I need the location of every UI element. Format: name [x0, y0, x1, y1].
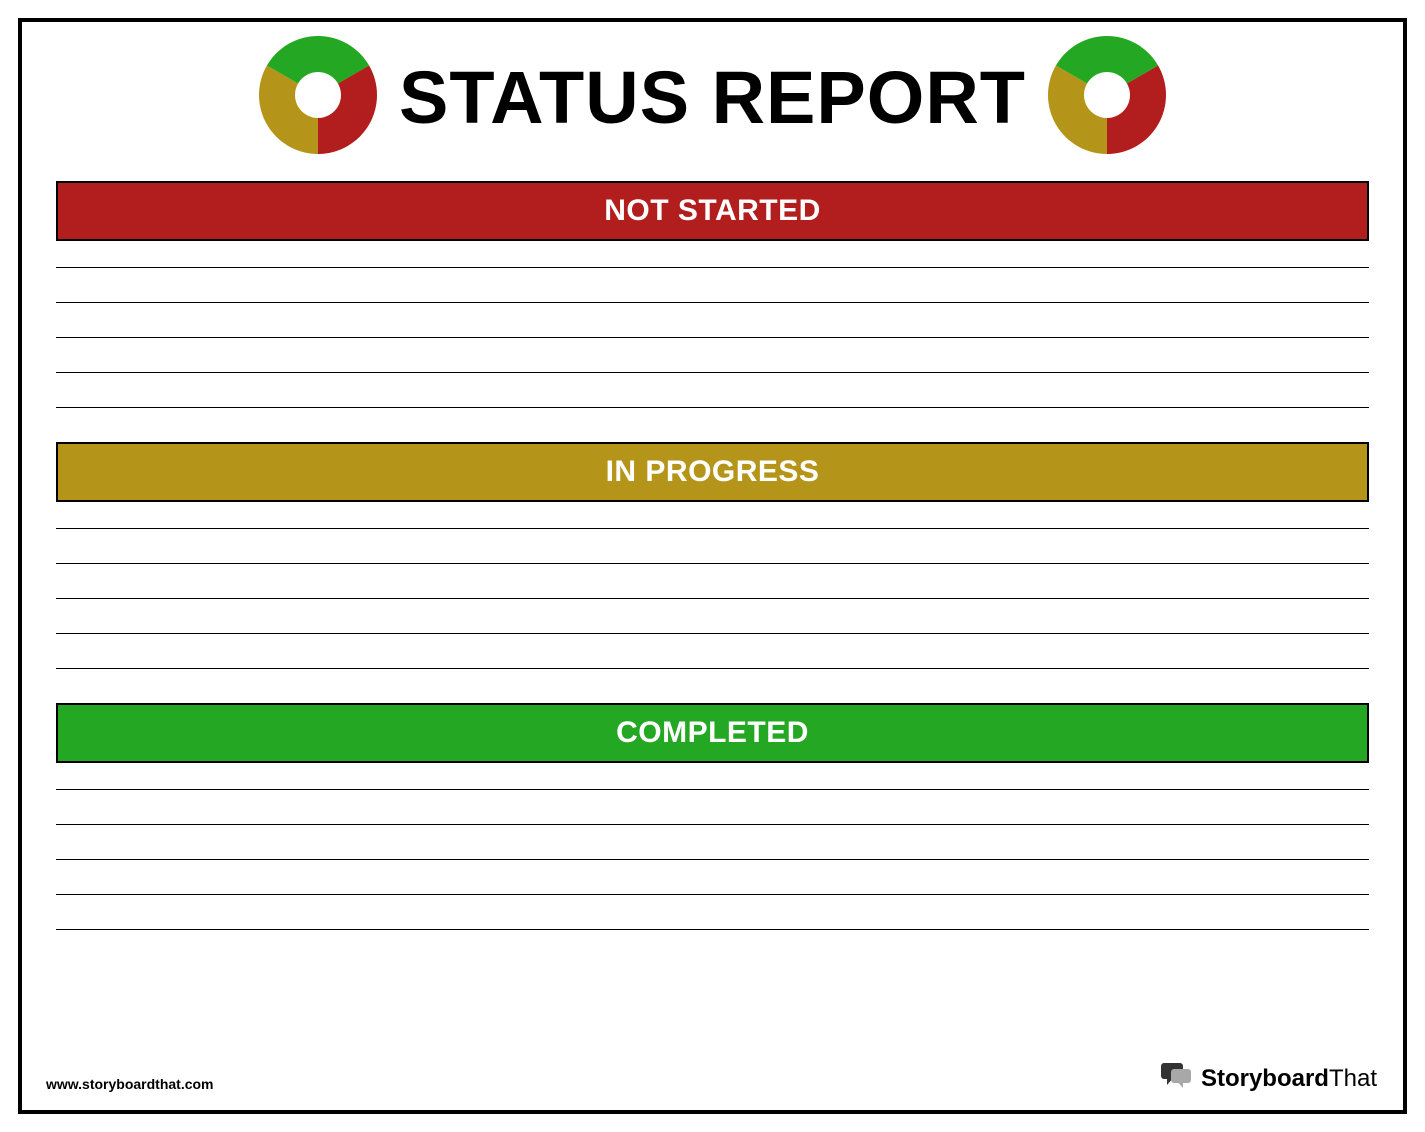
footer-brand: StoryboardThat: [1159, 1061, 1377, 1096]
writing-line: [56, 302, 1369, 303]
donut-segment-not-started: [318, 66, 377, 155]
footer-url: www.storyboardthat.com: [46, 1076, 214, 1092]
writing-line: [56, 824, 1369, 825]
writing-line: [56, 789, 1369, 790]
writing-line: [56, 407, 1369, 408]
brand-light: That: [1329, 1065, 1377, 1092]
writing-line: [56, 859, 1369, 860]
lines-not-started: [56, 267, 1369, 408]
brand-text: StoryboardThat: [1201, 1065, 1377, 1093]
brand-bold: Storyboard: [1201, 1065, 1329, 1092]
document-frame: STATUS REPORT NOT STARTED IN PROGRESS COMP…: [18, 18, 1407, 1114]
writing-line: [56, 929, 1369, 930]
page: STATUS REPORT NOT STARTED IN PROGRESS COMP…: [0, 0, 1425, 1132]
section-header-not-started: NOT STARTED: [56, 181, 1369, 241]
donut-chart-icon-right: [1048, 36, 1166, 159]
section-label-not-started: NOT STARTED: [604, 194, 821, 228]
section-header-in-progress: IN PROGRESS: [56, 442, 1369, 502]
writing-line: [56, 633, 1369, 634]
writing-line: [56, 598, 1369, 599]
writing-line: [56, 894, 1369, 895]
writing-line: [56, 528, 1369, 529]
writing-line: [56, 563, 1369, 564]
donut-chart-icon-left: [259, 36, 377, 159]
header: STATUS REPORT: [56, 36, 1369, 159]
section-in-progress: IN PROGRESS: [56, 442, 1369, 669]
section-header-completed: COMPLETED: [56, 703, 1369, 763]
writing-line: [56, 668, 1369, 669]
section-completed: COMPLETED: [56, 703, 1369, 930]
section-label-in-progress: IN PROGRESS: [606, 455, 820, 489]
writing-line: [56, 337, 1369, 338]
speech-bubble-icon: [1159, 1061, 1193, 1096]
sections-container: NOT STARTED IN PROGRESS COMPLETED: [56, 181, 1369, 1066]
donut-segment-in-progress: [259, 66, 318, 155]
section-not-started: NOT STARTED: [56, 181, 1369, 408]
donut-segment-not-started: [1107, 66, 1166, 155]
writing-line: [56, 372, 1369, 373]
writing-line: [56, 267, 1369, 268]
lines-completed: [56, 789, 1369, 930]
lines-in-progress: [56, 528, 1369, 669]
section-label-completed: COMPLETED: [616, 716, 809, 750]
donut-segment-in-progress: [1048, 66, 1107, 155]
page-title: STATUS REPORT: [399, 61, 1026, 135]
